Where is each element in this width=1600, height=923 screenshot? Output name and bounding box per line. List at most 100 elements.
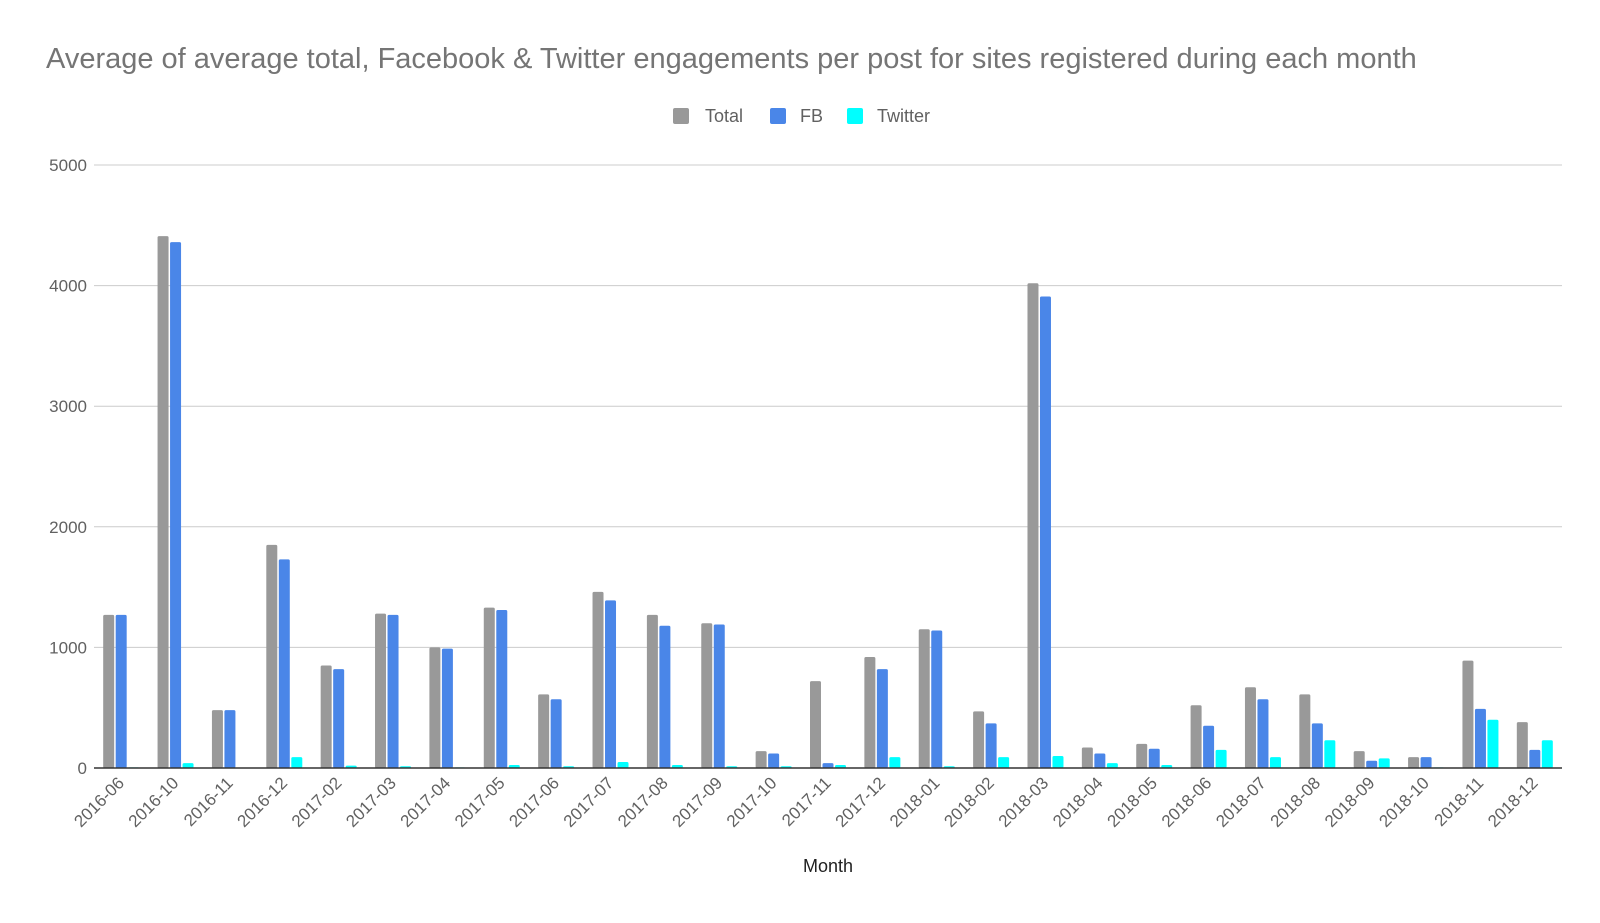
bar-fb-2017-07[interactable] — [605, 600, 617, 768]
bar-twitter-2018-08[interactable] — [1324, 740, 1336, 768]
y-tick-label: 0 — [78, 759, 87, 778]
bar-total-2016-12[interactable] — [266, 544, 278, 768]
bar-total-2018-03[interactable] — [1027, 283, 1039, 768]
bar-group-2018-09 — [1353, 751, 1390, 768]
x-tick-label: 2018-11 — [1431, 773, 1488, 830]
bar-twitter-2018-11[interactable] — [1487, 719, 1499, 768]
bar-twitter-2018-09[interactable] — [1378, 758, 1390, 768]
bar-group-2018-06 — [1190, 705, 1227, 768]
bar-fb-2018-07[interactable] — [1257, 699, 1269, 768]
bar-twitter-2018-03[interactable] — [1052, 755, 1064, 768]
bar-twitter-2018-06[interactable] — [1215, 749, 1227, 768]
bar-fb-2018-11[interactable] — [1474, 708, 1486, 768]
x-tick-label: 2016-06 — [70, 773, 128, 831]
bar-twitter-2016-10[interactable] — [182, 763, 194, 768]
y-axis-ticks: 0 1000 2000 3000 4000 5000 — [49, 156, 87, 778]
bar-total-2018-06[interactable] — [1190, 705, 1202, 768]
bar-fb-2017-05[interactable] — [496, 610, 508, 768]
bar-group-2018-05 — [1136, 743, 1173, 768]
bar-total-2017-05[interactable] — [483, 607, 495, 768]
x-tick-label: 2017-07 — [560, 773, 618, 831]
bar-twitter-2018-07[interactable] — [1269, 757, 1281, 768]
x-tick-label: 2017-04 — [397, 773, 455, 831]
x-tick-label: 2017-06 — [505, 773, 563, 831]
x-axis-ticks: 2016-062016-102016-112016-122017-022017-… — [70, 773, 1541, 831]
bar-total-2016-06[interactable] — [103, 614, 115, 768]
bar-fb-2017-08[interactable] — [659, 625, 671, 768]
bar-total-2018-08[interactable] — [1299, 694, 1311, 768]
bar-fb-2017-09[interactable] — [713, 624, 725, 768]
bar-total-2018-10[interactable] — [1408, 757, 1420, 768]
bar-total-2017-06[interactable] — [538, 694, 550, 768]
bar-fb-2018-09[interactable] — [1366, 760, 1378, 768]
legend-label-fb: FB — [800, 106, 823, 126]
bar-total-2016-11[interactable] — [211, 710, 223, 768]
bars — [103, 236, 1553, 769]
x-tick-label: 2016-10 — [125, 773, 183, 831]
bar-twitter-2017-07[interactable] — [617, 761, 629, 768]
bar-fb-2018-02[interactable] — [985, 723, 997, 768]
legend-swatch-twitter — [847, 108, 863, 124]
bar-group-2018-12 — [1516, 722, 1553, 768]
x-tick-label: 2018-04 — [1049, 773, 1107, 831]
bar-total-2018-12[interactable] — [1516, 722, 1528, 768]
bar-total-2017-11[interactable] — [810, 681, 821, 768]
bar-fb-2018-01[interactable] — [931, 630, 943, 768]
bar-total-2017-02[interactable] — [320, 665, 332, 768]
bar-fb-2018-10[interactable] — [1420, 757, 1432, 768]
bar-twitter-2018-05[interactable] — [1161, 764, 1173, 768]
bar-total-2018-09[interactable] — [1353, 751, 1365, 768]
bar-twitter-2018-04[interactable] — [1106, 763, 1118, 768]
bar-total-2017-03[interactable] — [375, 613, 387, 768]
bar-group-2017-03 — [375, 613, 412, 768]
bar-twitter-2017-11[interactable] — [835, 764, 846, 768]
bar-fb-2016-10[interactable] — [170, 242, 182, 768]
x-tick-label: 2018-12 — [1484, 773, 1542, 831]
bar-total-2017-07[interactable] — [592, 591, 604, 768]
bar-total-2018-05[interactable] — [1136, 743, 1148, 768]
bar-fb-2018-12[interactable] — [1529, 749, 1541, 768]
bar-fb-2018-06[interactable] — [1203, 725, 1215, 768]
bar-group-2017-11 — [810, 681, 846, 768]
bar-total-2018-01[interactable] — [918, 629, 930, 768]
bar-total-2017-04[interactable] — [429, 647, 441, 768]
bar-group-2016-10 — [157, 236, 194, 769]
bar-twitter-2017-05[interactable] — [508, 764, 520, 768]
bar-fb-2018-05[interactable] — [1148, 748, 1160, 768]
bar-group-2017-07 — [592, 591, 629, 768]
bar-group-2018-11 — [1462, 660, 1499, 768]
bar-twitter-2017-12[interactable] — [889, 757, 901, 768]
bar-twitter-2018-02[interactable] — [998, 757, 1010, 768]
bar-total-2018-11[interactable] — [1462, 660, 1474, 768]
bar-fb-2017-10[interactable] — [768, 753, 780, 768]
bar-fb-2017-03[interactable] — [387, 614, 399, 768]
bar-fb-2018-04[interactable] — [1094, 753, 1106, 768]
bar-fb-2017-06[interactable] — [550, 699, 562, 768]
bar-fb-2017-04[interactable] — [441, 648, 453, 768]
x-tick-label: 2017-12 — [832, 773, 890, 831]
x-tick-label: 2016-12 — [234, 773, 292, 831]
bar-total-2017-09[interactable] — [701, 623, 713, 768]
bar-total-2017-10[interactable] — [755, 751, 767, 768]
bar-twitter-2016-12[interactable] — [291, 757, 303, 768]
bar-group-2018-04 — [1081, 747, 1118, 768]
bar-total-2018-04[interactable] — [1081, 747, 1093, 768]
bar-total-2017-12[interactable] — [864, 657, 876, 768]
bar-fb-2017-11[interactable] — [822, 763, 834, 768]
x-tick-label: 2017-10 — [723, 773, 781, 831]
bar-twitter-2017-08[interactable] — [671, 764, 683, 768]
bar-total-2018-02[interactable] — [973, 711, 985, 768]
bar-fb-2016-11[interactable] — [224, 710, 236, 768]
bar-fb-2016-06[interactable] — [115, 614, 127, 768]
bar-fb-2017-02[interactable] — [333, 669, 345, 768]
bar-total-2016-10[interactable] — [157, 236, 169, 769]
bar-twitter-2018-12[interactable] — [1541, 740, 1553, 768]
bar-fb-2018-03[interactable] — [1039, 296, 1051, 768]
bar-fb-2018-08[interactable] — [1311, 723, 1323, 768]
x-tick-label: 2017-02 — [288, 773, 346, 831]
bar-fb-2017-12[interactable] — [876, 669, 888, 768]
bar-total-2017-08[interactable] — [646, 614, 658, 768]
bar-fb-2016-12[interactable] — [278, 559, 290, 768]
bar-total-2018-07[interactable] — [1244, 687, 1256, 768]
